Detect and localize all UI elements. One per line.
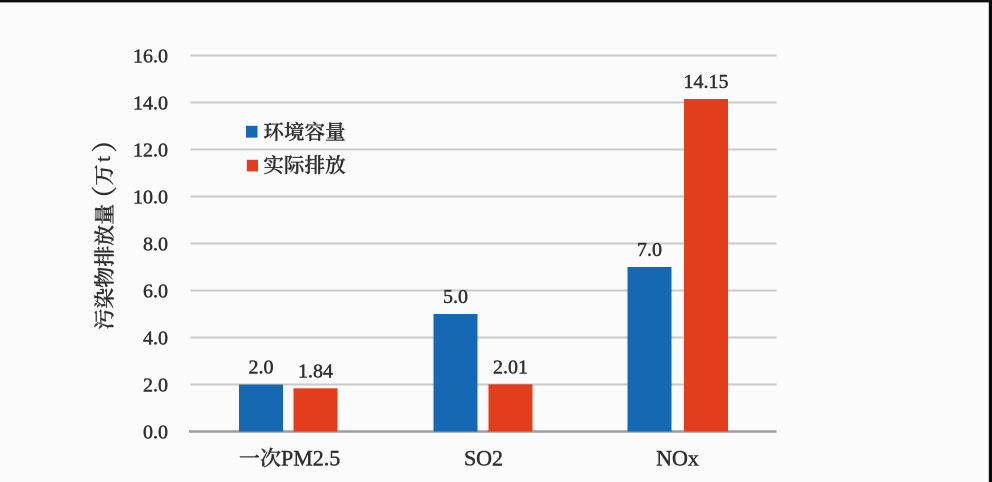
svg-text:NOx: NOx xyxy=(656,446,699,471)
svg-text:14.15: 14.15 xyxy=(684,71,729,93)
svg-text:1.84: 1.84 xyxy=(298,360,333,382)
svg-text:10.0: 10.0 xyxy=(133,187,168,209)
svg-text:2.0: 2.0 xyxy=(143,375,168,397)
svg-text:14.0: 14.0 xyxy=(133,93,168,115)
svg-text:7.0: 7.0 xyxy=(637,239,662,261)
svg-text:16.0: 16.0 xyxy=(133,46,168,68)
svg-text:6.0: 6.0 xyxy=(143,281,168,303)
svg-text:0.0: 0.0 xyxy=(143,422,168,444)
svg-text:2.0: 2.0 xyxy=(249,357,274,379)
svg-text:5.0: 5.0 xyxy=(443,286,468,308)
svg-text:4.0: 4.0 xyxy=(143,328,168,350)
svg-text:8.0: 8.0 xyxy=(143,234,168,256)
svg-text:SO2: SO2 xyxy=(464,446,503,471)
svg-text:2.01: 2.01 xyxy=(493,356,528,378)
svg-text:12.0: 12.0 xyxy=(133,140,168,162)
svg-text:PM2.5: PM2.5 xyxy=(281,446,340,471)
